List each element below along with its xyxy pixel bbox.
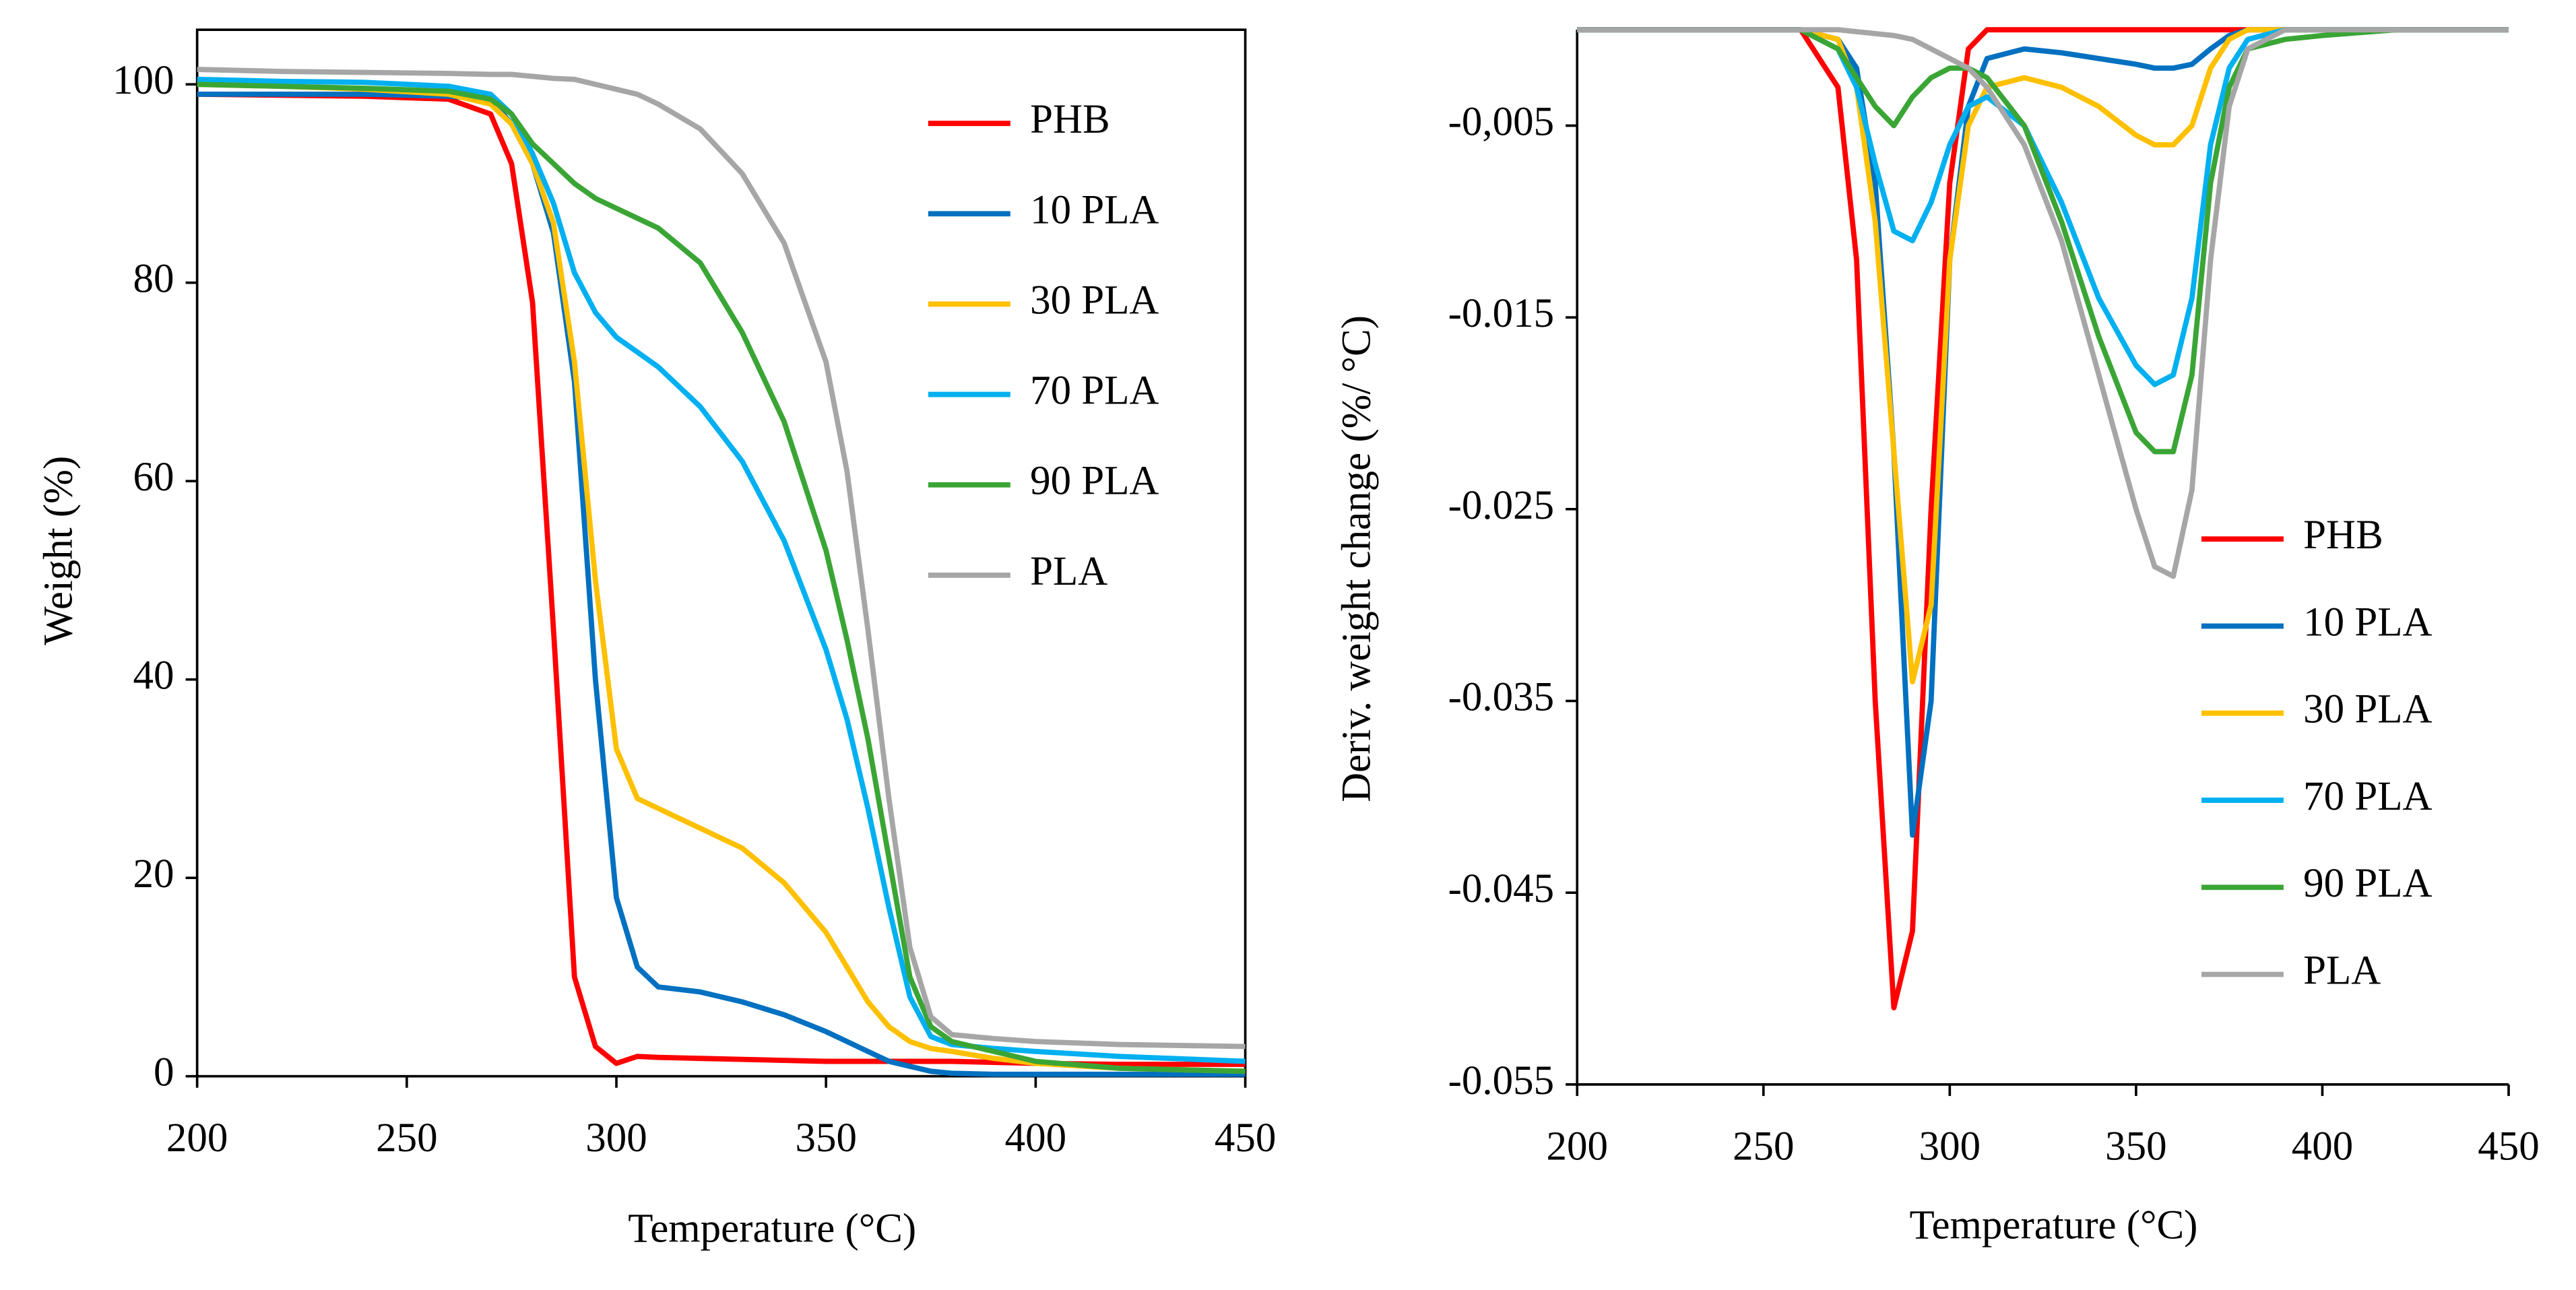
legend-label: 10 PLA [1030,187,1159,232]
y-tick-label: -0.035 [1448,675,1554,720]
y-tick-label: 80 [133,257,174,302]
x-axis-title: Temperature (°C) [628,1206,916,1251]
legend-label: 70 PLA [1030,368,1159,414]
x-tick-label: 200 [166,1116,228,1161]
x-axis-title: Temperature (°C) [1909,1202,2197,1248]
x-tick-label: 350 [2105,1124,2166,1169]
x-tick-label: 400 [2292,1124,2353,1169]
y-tick-label: -0.045 [1448,866,1554,911]
legend-label: 30 PLA [1030,278,1159,323]
data-line [197,82,1246,1074]
data-line [1577,27,2509,684]
legend-label: 70 PLA [2303,774,2432,819]
data-line [1577,27,2509,579]
x-tick-label: 450 [1215,1116,1276,1161]
data-line [197,82,1246,1074]
x-tick-label: 300 [1919,1124,1981,1169]
legend-label: 10 PLA [2303,600,2432,645]
y-tick-label: -0.055 [1448,1058,1554,1103]
y-axis-title: Weight (%) [36,456,82,645]
data-line [197,76,1246,1064]
plot-frame [195,28,1247,1078]
x-tick-label: 450 [2478,1124,2539,1169]
data-line [197,67,1246,1050]
legend-label: PHB [1030,97,1110,142]
data-line [1577,27,2509,455]
legend-label: PLA [1030,549,1107,594]
y-tick-label: -0.015 [1448,291,1554,336]
x-tick-label: 400 [1005,1116,1066,1161]
legend-label: PLA [2303,948,2381,993]
legend-label: 90 PLA [2303,861,2432,906]
y-axis-title: Deriv. weight change (%/ °C) [1334,315,1379,802]
y-tick-label: 20 [133,851,174,897]
y-tick-label: 100 [112,58,174,103]
legend-label: PHB [2303,513,2383,558]
y-tick-label: -0,005 [1448,99,1554,144]
x-tick-label: 300 [585,1116,647,1161]
legend-label: 30 PLA [2303,687,2432,732]
data-line [197,91,1246,1067]
x-tick-label: 350 [795,1116,856,1161]
x-tick-label: 250 [1733,1124,1794,1169]
x-tick-label: 250 [376,1116,437,1161]
y-tick-label: 40 [133,653,174,699]
y-tick-label: -0.025 [1448,483,1554,528]
y-tick-label: 60 [133,455,174,500]
legend-label: 90 PLA [1030,459,1159,504]
x-tick-label: 200 [1547,1124,1608,1169]
y-tick-label: 0 [154,1050,174,1095]
